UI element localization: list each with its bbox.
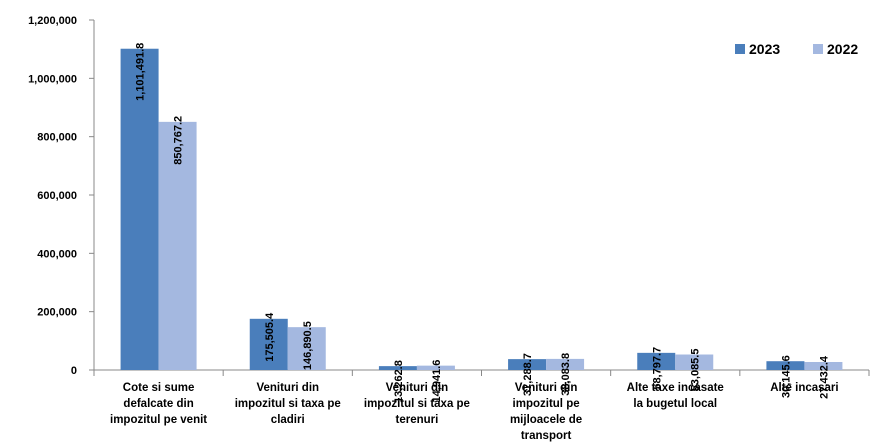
data-label-2022: 14,941.6 bbox=[431, 360, 443, 403]
data-label-2023: 37,288.7 bbox=[522, 353, 534, 396]
legend-label-2022: 2022 bbox=[827, 41, 858, 57]
data-label-2022: 850,767.2 bbox=[173, 116, 185, 165]
bars bbox=[120, 48, 843, 371]
category-label-line: Venituri din bbox=[256, 382, 319, 394]
data-label-2023: 13,262.8 bbox=[393, 360, 405, 403]
bar-2023 bbox=[508, 359, 547, 370]
category-label: Cote si sume defalcate din impozitul pe ve… bbox=[110, 382, 207, 426]
legend-label-2023: 2023 bbox=[749, 41, 780, 57]
bar-2023 bbox=[120, 48, 159, 370]
y-tick-label: 0 bbox=[71, 365, 77, 377]
category-label-line: cladiri bbox=[271, 414, 305, 426]
category-label: Venituri din impozitul pe mijloacele de tra… bbox=[510, 382, 582, 442]
bar-2022 bbox=[804, 361, 843, 370]
data-labels: 1,101,491.8 850,767.2 175,505.4 146,890.5 13… bbox=[135, 43, 831, 403]
bar-2022 bbox=[546, 358, 585, 370]
category-label-line: terenuri bbox=[396, 414, 439, 426]
legend: 2023 2022 bbox=[735, 41, 858, 57]
bar-2022 bbox=[416, 365, 455, 370]
y-tick-label: 400,000 bbox=[37, 248, 77, 260]
category-label-line: Cote si sume bbox=[123, 382, 195, 394]
legend-swatch-2023 bbox=[735, 44, 745, 54]
category-label: Alte taxe incasate la bugetul local bbox=[627, 382, 724, 410]
category-label-line: la bugetul local bbox=[633, 398, 717, 410]
data-label-2022: 53,085.5 bbox=[689, 349, 701, 392]
bar-2022 bbox=[158, 121, 197, 371]
data-label-2023: 1,101,491.8 bbox=[135, 43, 147, 101]
data-label-2022: 38,083.8 bbox=[560, 353, 572, 396]
bar-2023 bbox=[249, 318, 288, 370]
data-label-2023: 58,797.7 bbox=[651, 347, 663, 390]
category-label: Venituri din impozitul si taxa pe cladiri bbox=[235, 382, 341, 426]
bar-2023 bbox=[378, 366, 417, 370]
bar-2022 bbox=[287, 327, 326, 370]
data-label-2023: 30,145.6 bbox=[780, 355, 792, 398]
category-label-line: Venituri din bbox=[386, 382, 449, 394]
category-label-line: impozitul pe venit bbox=[110, 414, 207, 426]
bar-2023 bbox=[637, 352, 676, 370]
y-tick-label: 200,000 bbox=[37, 307, 77, 319]
category-label: Alte incasari bbox=[770, 382, 838, 394]
bar-2023 bbox=[766, 361, 805, 370]
legend-swatch-2022 bbox=[813, 44, 823, 54]
category-label-line: mijloacele de bbox=[510, 414, 582, 426]
category-label-line: impozitul pe bbox=[513, 398, 580, 410]
category-label: Venituri din impozitul si taxa pe terenuri bbox=[364, 382, 470, 426]
category-label-line: transport bbox=[521, 430, 572, 442]
bar-2022 bbox=[675, 354, 714, 370]
category-label-line: defalcate din bbox=[123, 398, 193, 410]
x-axis: Cote si sume defalcate din impozitul pe ve… bbox=[93, 369, 870, 442]
category-label-line: Alte taxe incasate bbox=[627, 382, 724, 394]
data-label-2022: 146,890.5 bbox=[302, 321, 314, 370]
y-tick-label: 600,000 bbox=[37, 190, 77, 202]
y-tick-label: 800,000 bbox=[37, 132, 77, 144]
category-label-line: impozitul si taxa pe bbox=[364, 398, 470, 410]
category-label-line: Venituri din bbox=[515, 382, 578, 394]
data-label-2022: 27,432.4 bbox=[818, 355, 830, 399]
data-label-2023: 175,505.4 bbox=[264, 312, 276, 362]
y-axis: 0 200,000 400,000 600,000 800,000 1,000,000 1,… bbox=[28, 15, 95, 377]
y-tick-label: 1,000,000 bbox=[28, 73, 77, 85]
category-label-line: Alte incasari bbox=[770, 382, 838, 394]
category-label-line: impozitul si taxa pe bbox=[235, 398, 341, 410]
y-tick-label: 1,200,000 bbox=[28, 15, 77, 27]
